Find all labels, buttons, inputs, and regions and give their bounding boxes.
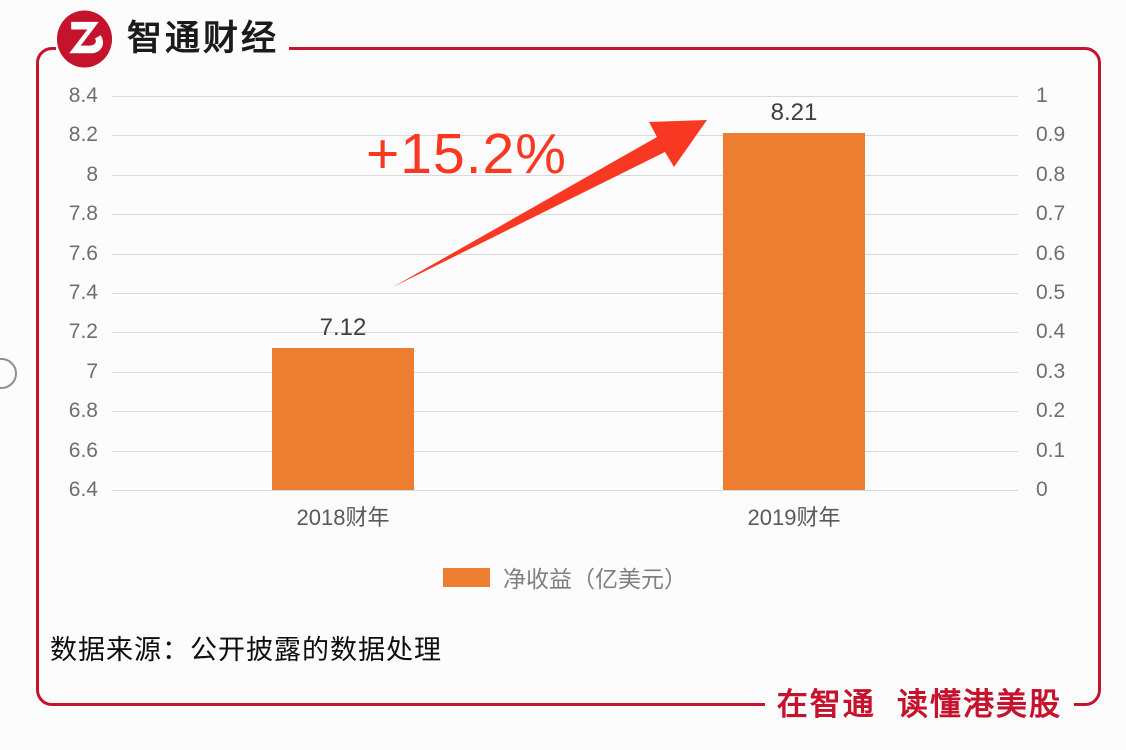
right-axis-tick-label: 0.4 (1036, 320, 1066, 343)
brand-logo: 智通财经 (56, 6, 290, 72)
brand-tagline: 在智通 读懂港美股 (764, 684, 1074, 726)
gridline (112, 96, 1018, 97)
left-y-axis: 8.4 8.2 8 7.8 7.6 7.4 7.2 7 6.8 6.6 6.4 (0, 85, 104, 501)
brand-wordmark: 智通财经 (127, 19, 280, 58)
right-axis-tick-label: 0.5 (1036, 281, 1066, 304)
bar-2019财年 (723, 133, 865, 490)
right-axis-tick-label: 0.8 (1036, 163, 1066, 186)
right-axis-tick-label: 0.2 (1036, 399, 1066, 422)
gridline (112, 254, 1018, 255)
chart-legend: 净收益（亿美元） (443, 560, 687, 594)
growth-annotation: +15.2% (366, 122, 567, 186)
gridline (112, 411, 1018, 412)
left-axis-tick-label: 6.4 (68, 478, 98, 501)
gridline (112, 451, 1018, 452)
left-axis-tick-label: 7.2 (68, 320, 98, 343)
zhitong-logo-icon (56, 10, 113, 68)
legend-swatch (443, 567, 490, 587)
right-axis-tick-label: 0.1 (1036, 439, 1066, 462)
legend-label: 净收益（亿美元） (503, 566, 687, 592)
left-axis-tick-label: 7.6 (68, 242, 98, 265)
right-axis-tick-label: 0 (1036, 478, 1048, 501)
gridline (112, 293, 1018, 294)
right-axis-tick-label: 0.6 (1036, 242, 1066, 265)
left-axis-tick-label: 7.4 (68, 281, 98, 304)
gridline (112, 490, 1018, 491)
left-axis-tick-label: 6.8 (68, 399, 98, 422)
right-axis-tick-label: 0.7 (1036, 202, 1066, 225)
left-axis-tick-label: 8.2 (68, 123, 98, 146)
bar-value-label: 7.12 (319, 314, 367, 341)
left-axis-tick-label: 7.8 (68, 202, 98, 225)
gridline (112, 372, 1018, 373)
brand-frame-border (36, 47, 1101, 706)
left-axis-tick-label: 7 (86, 360, 98, 383)
left-axis-tick-label: 8 (86, 163, 98, 186)
gridline (112, 214, 1018, 215)
right-axis-tick-label: 0.9 (1036, 123, 1066, 146)
data-source-note: 数据来源：公开披露的数据处理 (50, 635, 442, 665)
right-axis-tick-label: 1 (1036, 84, 1048, 107)
bar-value-label: 8.21 (770, 99, 818, 126)
x-axis-category-label: 2019财年 (747, 505, 841, 530)
bar-2018财年 (272, 348, 414, 490)
right-y-axis: 1 0.9 0.8 0.7 0.6 0.5 0.4 0.3 0.2 0.1 0 (1036, 85, 1126, 501)
right-axis-tick-label: 0.3 (1036, 360, 1066, 383)
left-axis-tick-label: 6.6 (68, 439, 98, 462)
x-axis-category-label: 2018财年 (296, 505, 390, 530)
gridline (112, 332, 1018, 333)
left-axis-tick-label: 8.4 (68, 84, 98, 107)
